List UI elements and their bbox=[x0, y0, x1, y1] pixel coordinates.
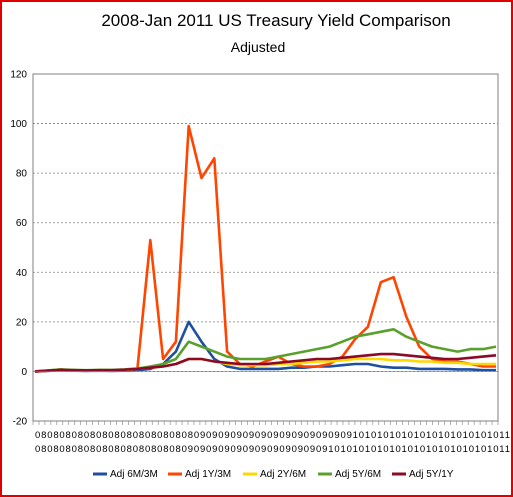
legend-entry: Adj 6M/3M bbox=[110, 469, 158, 480]
y-tick-label: 40 bbox=[16, 268, 28, 279]
y-tick-label: 120 bbox=[10, 70, 27, 81]
legend-entry: Adj 2Y/6M bbox=[260, 469, 306, 480]
y-tick-label: 100 bbox=[10, 119, 27, 130]
chart-subtitle: Adjusted bbox=[231, 39, 285, 55]
legend-entry: Adj 5Y/6M bbox=[335, 469, 381, 480]
y-tick-label: 20 bbox=[16, 317, 28, 328]
x-tick-labels: 0808080808080808080808080809090909090909… bbox=[35, 430, 510, 441]
series-line-5 bbox=[34, 352, 497, 373]
legend: Adj 6M/3M Adj 1Y/3M Adj 2Y/6M Adj 5Y/6M Adj … bbox=[93, 469, 454, 480]
y-tick-label: 60 bbox=[16, 218, 28, 229]
x-tick-labels: 0808080808080808080808080909090909090909… bbox=[35, 444, 510, 455]
legend-entry: Adj 1Y/3M bbox=[185, 469, 231, 480]
plot-area: 120 100 80 60 40 20 0 -20 0808080808080808080808… bbox=[10, 70, 510, 456]
y-tick-label: 0 bbox=[21, 367, 27, 378]
y-tick-label: -20 bbox=[13, 417, 28, 428]
legend-entry: Adj 5Y/1Y bbox=[409, 469, 454, 480]
chart-title: 2008-Jan 2011 US Treasury Yield Comparis… bbox=[101, 11, 450, 30]
y-tick-label: 80 bbox=[16, 169, 28, 180]
